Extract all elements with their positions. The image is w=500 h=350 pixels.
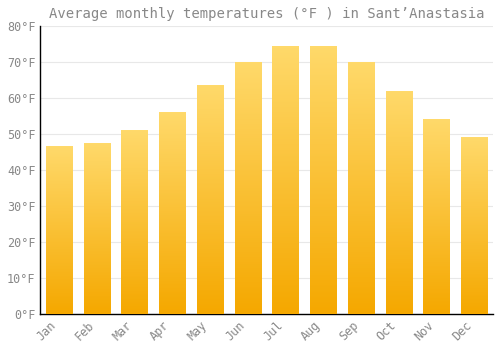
Title: Average monthly temperatures (°F ) in Sant’Anastasia: Average monthly temperatures (°F ) in Sa… (49, 7, 484, 21)
